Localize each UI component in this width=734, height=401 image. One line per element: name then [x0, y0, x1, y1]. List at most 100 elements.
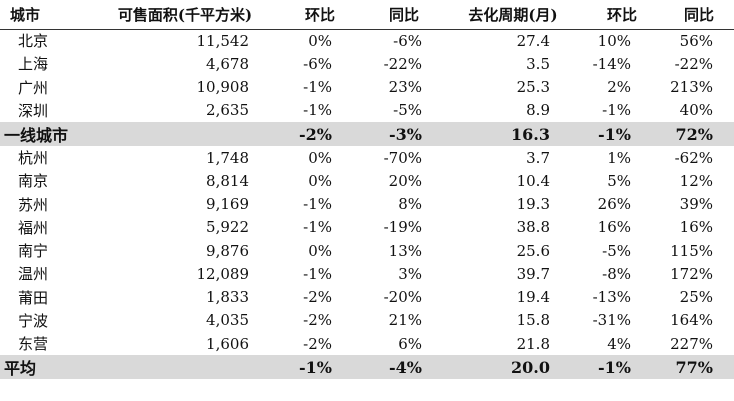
cell-sell-through-period: 16.3 — [446, 122, 580, 146]
cell-mom-inventory: -1% — [278, 355, 362, 380]
table-body: 北京 11,542 0% -6% 27.4 10% 56% 上海 4,678 -6% -22% 3.5… — [0, 29, 734, 380]
table-row: 广州 10,908 -1% 23% 25.3 2% 213% — [0, 76, 734, 99]
cell-inventory — [92, 355, 278, 380]
table-header: 城市 可售面积(千平方米) 环比 同比 去化周期(月) 环比 同比 — [0, 0, 734, 30]
cell-city: 温州 — [18, 265, 49, 284]
table-row: 杭州 1,748 0% -70% 3.7 1% -62% — [0, 146, 734, 169]
cell-inventory — [92, 122, 278, 146]
cell-yoy-inventory: 13% — [388, 241, 422, 260]
cell-inventory: 1,748 — [206, 148, 249, 167]
cell-sell-through-period: 20.0 — [446, 355, 580, 380]
header-mom-inventory: 环比 — [278, 0, 362, 30]
cell-yoy-period: 56% — [679, 31, 713, 50]
cell-yoy-period: 40% — [679, 101, 713, 120]
cell-inventory: 8,814 — [206, 171, 249, 190]
cell-city: 莆田 — [18, 288, 49, 307]
cell-sell-through-period: 10.4 — [516, 171, 550, 190]
cell-city: 北京 — [18, 32, 49, 51]
cell-yoy-period: 172% — [670, 264, 713, 283]
cell-city: 广州 — [18, 78, 49, 97]
cell-sell-through-period: 25.3 — [516, 78, 550, 97]
cell-yoy-period: -62% — [674, 148, 713, 167]
cell-mom-inventory: -1% — [303, 195, 332, 214]
cell-inventory: 1,606 — [206, 334, 249, 353]
cell-sell-through-period: 38.8 — [516, 218, 550, 237]
cell-mom-inventory: 0% — [308, 241, 332, 260]
cell-yoy-inventory: 21% — [388, 311, 422, 330]
table-row: 北京 11,542 0% -6% 27.4 10% 56% — [0, 29, 734, 52]
cell-city: 东营 — [18, 335, 49, 354]
cell-yoy-inventory: -22% — [383, 54, 422, 73]
cell-inventory: 9,876 — [206, 241, 249, 260]
cell-inventory: 2,635 — [206, 101, 249, 120]
cell-inventory: 5,922 — [206, 218, 249, 237]
table-row: 深圳 2,635 -1% -5% 8.9 -1% 40% — [0, 99, 734, 122]
cell-inventory: 10,908 — [196, 78, 250, 97]
cell-inventory: 4,035 — [206, 311, 249, 330]
cell-mom-period: -1% — [580, 355, 664, 380]
cell-mom-period: -8% — [602, 264, 631, 283]
cell-yoy-inventory: 6% — [398, 334, 422, 353]
cell-mom-inventory: -1% — [303, 101, 332, 120]
cell-mom-period: -5% — [602, 241, 631, 260]
cell-mom-inventory: -1% — [303, 218, 332, 237]
summary-row: 一线城市 -2% -3% 16.3 -1% 72% — [0, 122, 734, 146]
cell-sell-through-period: 8.9 — [526, 101, 550, 120]
cell-inventory: 11,542 — [196, 31, 250, 50]
cell-yoy-inventory: -5% — [393, 101, 422, 120]
table-row: 苏州 9,169 -1% 8% 19.3 26% 39% — [0, 193, 734, 216]
cell-inventory: 4,678 — [206, 54, 249, 73]
cell-yoy-inventory: -4% — [362, 355, 446, 380]
cell-city: 上海 — [18, 55, 49, 74]
cell-sell-through-period: 19.4 — [516, 288, 550, 307]
cell-yoy-period: 12% — [679, 171, 713, 190]
cell-yoy-inventory: -19% — [383, 218, 422, 237]
cell-mom-period: 10% — [597, 31, 631, 50]
table-row: 莆田 1,833 -2% -20% 19.4 -13% 25% — [0, 286, 734, 309]
cell-inventory: 1,833 — [206, 288, 249, 307]
cell-sell-through-period: 15.8 — [516, 311, 550, 330]
cell-city: 苏州 — [18, 195, 49, 214]
cell-sell-through-period: 25.6 — [516, 241, 550, 260]
cell-city: 平均 — [0, 355, 92, 380]
cell-mom-inventory: -1% — [303, 78, 332, 97]
cell-sell-through-period: 19.3 — [516, 195, 550, 214]
cell-sell-through-period: 27.4 — [516, 31, 550, 50]
cell-yoy-inventory: 3% — [398, 264, 422, 283]
cell-yoy-inventory: 8% — [398, 195, 422, 214]
cell-yoy-inventory: -20% — [383, 288, 422, 307]
cell-yoy-period: 72% — [664, 122, 734, 146]
cell-mom-period: 5% — [607, 171, 631, 190]
header-yoy-inventory: 同比 — [362, 0, 446, 30]
summary-row: 平均 -1% -4% 20.0 -1% 77% — [0, 355, 734, 380]
header-sell-through-period: 去化周期(月) — [446, 0, 580, 30]
cell-yoy-inventory: 20% — [388, 171, 422, 190]
cell-yoy-inventory: -6% — [393, 31, 422, 50]
table-row: 宁波 4,035 -2% 21% 15.8 -31% 164% — [0, 309, 734, 332]
cell-mom-inventory: -2% — [303, 311, 332, 330]
table-row: 南宁 9,876 0% 13% 25.6 -5% 115% — [0, 239, 734, 262]
cell-mom-inventory: -2% — [303, 288, 332, 307]
header-row: 城市 可售面积(千平方米) 环比 同比 去化周期(月) 环比 同比 — [0, 0, 734, 30]
cell-yoy-period: 164% — [670, 311, 713, 330]
table-row: 上海 4,678 -6% -22% 3.5 -14% -22% — [0, 52, 734, 75]
cell-sell-through-period: 3.5 — [526, 54, 550, 73]
cell-yoy-period: 227% — [670, 334, 713, 353]
cell-mom-period: 1% — [607, 148, 631, 167]
cell-yoy-period: 16% — [679, 218, 713, 237]
table-row: 南京 8,814 0% 20% 10.4 5% 12% — [0, 169, 734, 192]
cell-city: 宁波 — [18, 311, 49, 330]
header-yoy-period: 同比 — [664, 0, 734, 30]
cell-yoy-inventory: -3% — [362, 122, 446, 146]
cell-sell-through-period: 21.8 — [516, 334, 550, 353]
cell-city: 一线城市 — [0, 122, 92, 146]
cell-mom-inventory: 0% — [308, 31, 332, 50]
cell-city: 福州 — [18, 218, 49, 237]
cell-city: 深圳 — [18, 101, 49, 120]
cell-mom-period: -14% — [592, 54, 631, 73]
cell-mom-period: -1% — [602, 101, 631, 120]
cell-yoy-period: 77% — [664, 355, 734, 380]
cell-mom-period: 16% — [597, 218, 631, 237]
cell-city: 南京 — [18, 172, 49, 191]
cell-sell-through-period: 3.7 — [526, 148, 550, 167]
